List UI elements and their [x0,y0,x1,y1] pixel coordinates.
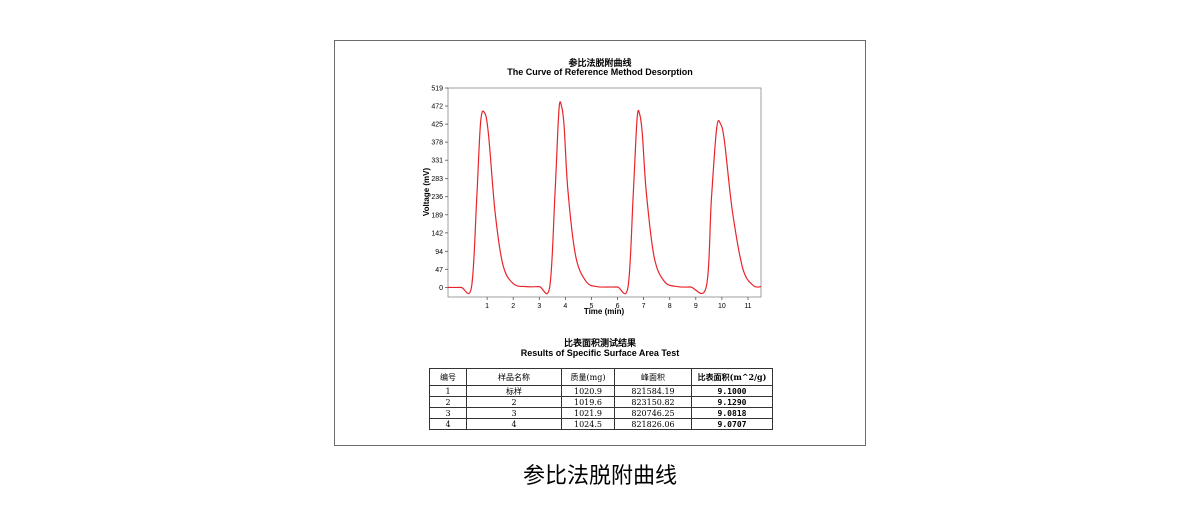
x-tick-label: 2 [511,303,515,310]
figure-caption: 参比法脱附曲线 [522,464,677,489]
x-tick-label: 6 [616,303,620,310]
y-axis: 0 47 94 142 189 236 283 331 378 425 472 519 [431,86,448,292]
x-tick-label: 9 [694,303,698,310]
cell-id: 3 [429,407,467,419]
y-axis-label: Voltage (mV) [422,168,431,217]
cell-mass: 1024.5 [561,418,615,430]
header-sample-name: 样品名称 [466,368,562,386]
cell-id: 4 [429,418,467,430]
cell-peak-area: 820746.25 [614,407,692,419]
x-tick-label: 3 [537,303,541,310]
cell-surface-area: 9.0707 [691,418,773,430]
table-header-row: 编号 样品名称 质量(mg) 峰面积 比表面积(m^2/g) [429,368,773,386]
desorption-chart: 0 47 94 142 189 236 283 331 378 425 472 519 1 2 3 4 5 6 7… [422,86,762,316]
table-row: 3 3 1021.9 820746.25 9.0818 [429,407,773,419]
table-title: 比表面积测试结果 [563,339,636,349]
y-tick-label: 331 [431,158,443,165]
header-id: 编号 [429,368,467,386]
cell-peak-area: 821584.19 [614,385,692,397]
cell-sample-name: 2 [466,396,562,408]
cell-peak-area: 823150.82 [614,396,692,408]
table-row: 2 2 1019.6 823150.82 9.1290 [429,396,773,408]
cell-surface-area: 9.1000 [691,385,773,397]
cell-peak-area: 821826.06 [614,418,692,430]
chart-title: 参比法脱附曲线 [568,59,632,69]
y-tick-label: 519 [431,86,443,93]
x-tick-label: 7 [642,303,646,310]
x-tick-label: 8 [668,303,672,310]
cell-surface-area: 9.1290 [691,396,773,408]
cell-sample-name: 3 [466,407,562,419]
cell-sample-name: 标样 [466,385,562,397]
y-tick-label: 47 [435,267,443,274]
y-tick-label: 0 [439,285,443,292]
chart-subtitle: The Curve of Reference Method Desorption [507,67,693,77]
table-row: 4 4 1024.5 821826.06 9.0707 [429,418,773,430]
table-row: 1 标样 1020.9 821584.19 9.1000 [429,385,773,397]
y-tick-label: 283 [431,176,443,183]
y-tick-label: 142 [431,230,443,237]
header-mass: 质量(mg) [561,368,615,386]
cell-mass: 1019.6 [561,396,615,408]
x-tick-label: 5 [590,303,594,310]
x-tick-label: 4 [563,303,567,310]
x-tick-label: 11 [744,303,751,310]
report-frame: 参比法脱附曲线 The Curve of Reference Method De… [334,40,866,446]
x-axis-label: Time (min) [584,307,625,316]
header-peak-area: 峰面积 [614,368,692,386]
cell-mass: 1021.9 [561,407,615,419]
y-tick-label: 472 [431,104,443,111]
y-tick-label: 94 [435,249,443,256]
x-tick-label: 1 [485,303,489,310]
cell-sample-name: 4 [466,418,562,430]
cell-mass: 1020.9 [561,385,615,397]
results-table: 编号 样品名称 质量(mg) 峰面积 比表面积(m^2/g) 1 标样 1020… [429,368,773,430]
cell-id: 2 [429,396,467,408]
x-axis: 1 2 3 4 5 6 7 8 9 10 11 [485,297,752,310]
cell-surface-area: 9.0818 [691,407,773,419]
table-subtitle: Results of Specific Surface Area Test [520,348,680,358]
plot-area [447,87,762,298]
y-tick-label: 189 [431,212,443,219]
x-tick-label: 10 [718,303,726,310]
y-tick-label: 425 [431,122,443,129]
header-specific-surface-area: 比表面积(m^2/g) [691,368,773,386]
series-line-voltage [447,101,762,295]
y-tick-label: 378 [431,140,443,147]
y-tick-label: 236 [431,194,443,201]
cell-id: 1 [429,385,467,397]
